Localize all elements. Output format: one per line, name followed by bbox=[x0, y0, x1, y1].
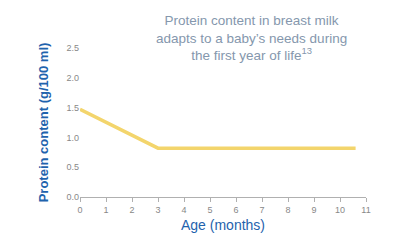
svg-text:8: 8 bbox=[285, 205, 290, 215]
svg-text:4: 4 bbox=[181, 205, 186, 215]
svg-text:7: 7 bbox=[259, 205, 264, 215]
svg-text:Protein content in breast milk: Protein content in breast milkadapts to … bbox=[156, 13, 347, 63]
svg-text:10: 10 bbox=[335, 205, 345, 215]
svg-text:1.5: 1.5 bbox=[66, 103, 79, 113]
svg-text:0.5: 0.5 bbox=[66, 162, 79, 172]
svg-text:1: 1 bbox=[103, 205, 108, 215]
svg-text:2: 2 bbox=[129, 205, 134, 215]
svg-text:9: 9 bbox=[311, 205, 316, 215]
svg-text:Protein content (g/100 ml): Protein content (g/100 ml) bbox=[36, 43, 51, 203]
svg-text:Age (months): Age (months) bbox=[181, 217, 265, 233]
svg-text:1.0: 1.0 bbox=[66, 133, 79, 143]
svg-text:2.5: 2.5 bbox=[66, 43, 79, 53]
svg-text:3: 3 bbox=[155, 205, 160, 215]
svg-text:11: 11 bbox=[361, 205, 370, 215]
svg-text:0.0: 0.0 bbox=[66, 192, 79, 202]
svg-text:0: 0 bbox=[77, 205, 82, 215]
svg-text:2.0: 2.0 bbox=[66, 73, 79, 83]
svg-text:6: 6 bbox=[233, 205, 238, 215]
svg-text:5: 5 bbox=[207, 205, 212, 215]
